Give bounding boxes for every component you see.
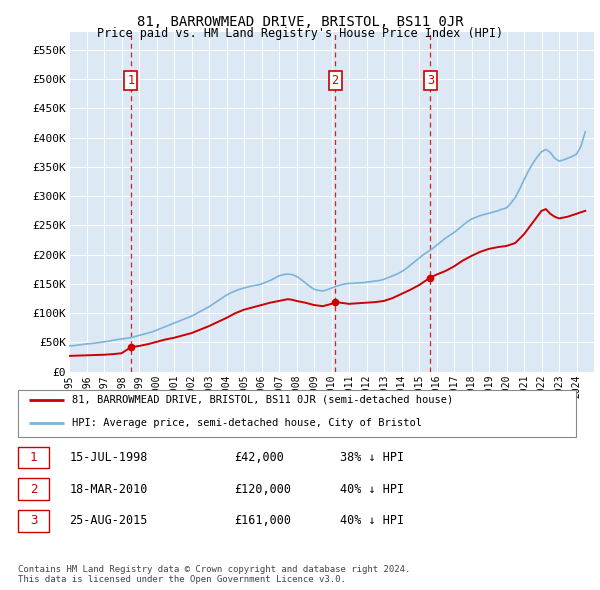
Text: £161,000: £161,000 xyxy=(234,514,291,527)
Text: 1: 1 xyxy=(30,451,37,464)
Text: 15-JUL-1998: 15-JUL-1998 xyxy=(70,451,148,464)
Text: 1: 1 xyxy=(127,74,134,87)
FancyBboxPatch shape xyxy=(18,447,49,468)
Text: 81, BARROWMEAD DRIVE, BRISTOL, BS11 0JR: 81, BARROWMEAD DRIVE, BRISTOL, BS11 0JR xyxy=(137,15,463,29)
FancyBboxPatch shape xyxy=(18,391,577,437)
Text: £42,000: £42,000 xyxy=(234,451,284,464)
Text: HPI: Average price, semi-detached house, City of Bristol: HPI: Average price, semi-detached house,… xyxy=(73,418,422,428)
Text: 3: 3 xyxy=(30,514,37,527)
FancyBboxPatch shape xyxy=(18,510,49,532)
Text: 38% ↓ HPI: 38% ↓ HPI xyxy=(340,451,404,464)
Text: 40% ↓ HPI: 40% ↓ HPI xyxy=(340,514,404,527)
Text: Contains HM Land Registry data © Crown copyright and database right 2024.
This d: Contains HM Land Registry data © Crown c… xyxy=(18,565,410,584)
Text: 2: 2 xyxy=(332,74,339,87)
FancyBboxPatch shape xyxy=(18,478,49,500)
Text: 18-MAR-2010: 18-MAR-2010 xyxy=(70,483,148,496)
Text: 25-AUG-2015: 25-AUG-2015 xyxy=(70,514,148,527)
Text: 2: 2 xyxy=(30,483,37,496)
Text: 3: 3 xyxy=(427,74,434,87)
Text: 40% ↓ HPI: 40% ↓ HPI xyxy=(340,483,404,496)
Text: Price paid vs. HM Land Registry's House Price Index (HPI): Price paid vs. HM Land Registry's House … xyxy=(97,27,503,40)
Text: £120,000: £120,000 xyxy=(234,483,291,496)
Text: 81, BARROWMEAD DRIVE, BRISTOL, BS11 0JR (semi-detached house): 81, BARROWMEAD DRIVE, BRISTOL, BS11 0JR … xyxy=(73,395,454,405)
